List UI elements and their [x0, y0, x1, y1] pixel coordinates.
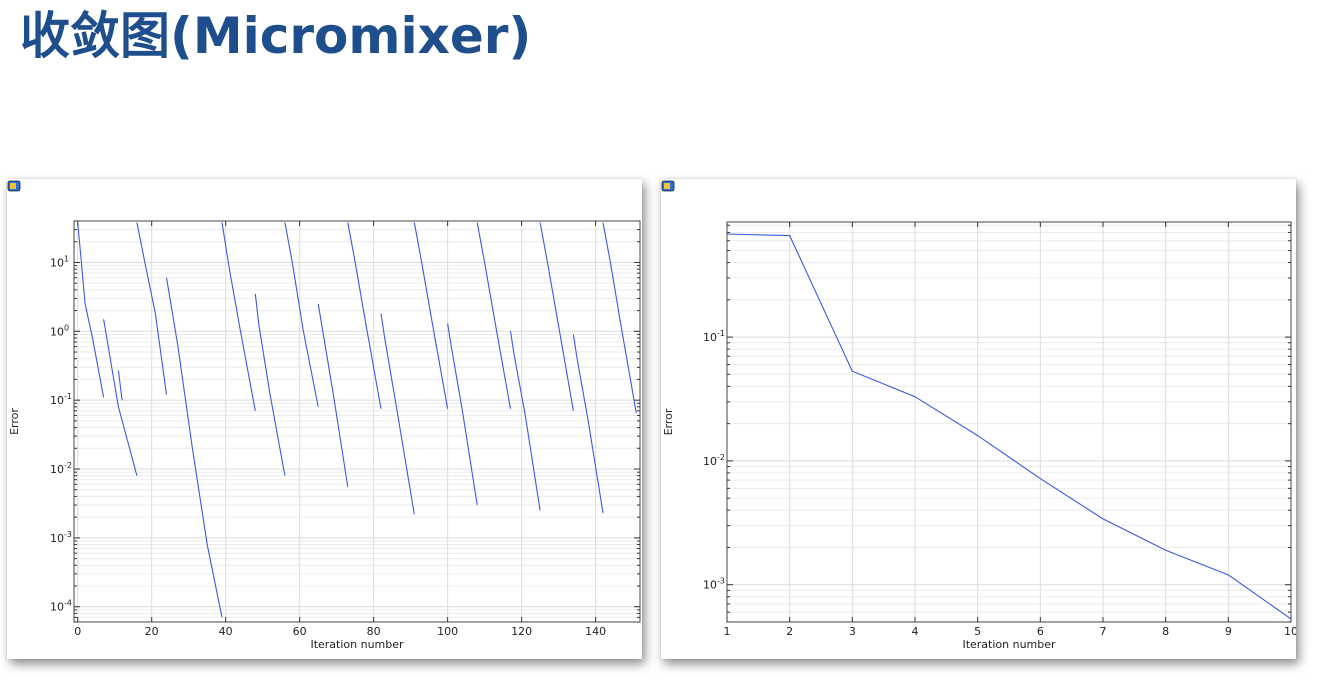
error-series-segment-6 [254, 293, 286, 476]
convergence-plot-right: 1 2 3 4 5 6 7 8 9 10 10-3 10-2 10-1 Iteration number E… [662, 221, 1296, 651]
y-tick-label: 10-3 [50, 530, 72, 545]
error-series-segment-7 [284, 222, 319, 407]
y-tick-label: 101 [50, 254, 69, 269]
plot-window-icon[interactable] [7, 179, 21, 193]
error-series-segment-0 [727, 233, 1291, 620]
x-tick-label: 10 [1284, 625, 1296, 638]
convergence-plot-left: 0 20 40 60 80 100 120 140 10-4 10-3 10-2 10-1 100 101… [8, 220, 641, 651]
x-tick-label: 120 [511, 625, 532, 638]
series-group [727, 233, 1291, 620]
error-series-segment-8 [317, 303, 349, 487]
convergence-plot-panel-left: 0 20 40 60 80 100 120 140 10-4 10-3 10-2 10-1 100 101… [7, 179, 642, 659]
x-tick-label: 1 [724, 625, 731, 638]
y-tick-label: 10-1 [703, 329, 725, 344]
error-series-segment-3 [136, 222, 168, 395]
x-tick-label: 4 [912, 625, 919, 638]
error-series-segment-16 [572, 334, 604, 514]
y-tick-label: 100 [50, 323, 69, 338]
y-axis-label: Error [662, 408, 675, 435]
error-series-segment-0 [77, 222, 105, 398]
error-series-segment-10 [380, 313, 415, 515]
error-series-segment-9 [347, 222, 382, 409]
convergence-plot-panel-right: 1 2 3 4 5 6 7 8 9 10 10-3 10-2 10-1 Iteration number E… [661, 179, 1296, 659]
x-tick-label: 9 [1225, 625, 1232, 638]
error-series-segment-12 [447, 323, 478, 506]
error-series-segment-14 [509, 331, 541, 511]
x-tick-label: 5 [974, 625, 981, 638]
error-series-segment-4 [165, 277, 223, 618]
x-tick-label: 80 [367, 625, 381, 638]
plot-frame [73, 220, 641, 623]
x-tick-label: 40 [219, 625, 233, 638]
error-series-segment-1 [103, 319, 138, 476]
y-axis-label: Error [8, 408, 21, 435]
series-group [77, 222, 637, 618]
plot-frame [726, 221, 1292, 623]
error-series-segment-15 [539, 222, 574, 411]
x-tick-label: 8 [1162, 625, 1169, 638]
x-tick-label: 20 [145, 625, 159, 638]
grid-lines [74, 221, 640, 622]
error-series-segment-13 [476, 222, 512, 409]
y-tick-label: 10-4 [50, 599, 72, 614]
grid-lines [726, 222, 1292, 622]
error-series-segment-17 [602, 222, 637, 414]
x-tick-label: 100 [437, 625, 458, 638]
x-axis-label: Iteration number [962, 638, 1056, 651]
y-tick-label: 10-2 [703, 453, 725, 468]
x-tick-label: 60 [293, 625, 307, 638]
x-tick-label: 6 [1037, 625, 1044, 638]
page-title: 收敛图(Micromixer) [20, 7, 532, 65]
x-tick-label: 7 [1100, 625, 1107, 638]
x-tick-label: 3 [849, 625, 856, 638]
x-tick-label: 2 [786, 625, 793, 638]
y-tick-label: 10-1 [50, 392, 72, 407]
y-tick-label: 10-3 [703, 577, 725, 592]
x-axis-label: Iteration number [310, 638, 404, 651]
x-tick-label: 140 [585, 625, 606, 638]
error-series-segment-11 [413, 222, 449, 409]
plot-window-icon[interactable] [661, 179, 675, 193]
y-tick-label: 10-2 [50, 461, 72, 476]
error-series-segment-2 [117, 370, 123, 401]
x-tick-label: 0 [74, 625, 81, 638]
error-series-segment-5 [221, 222, 256, 411]
